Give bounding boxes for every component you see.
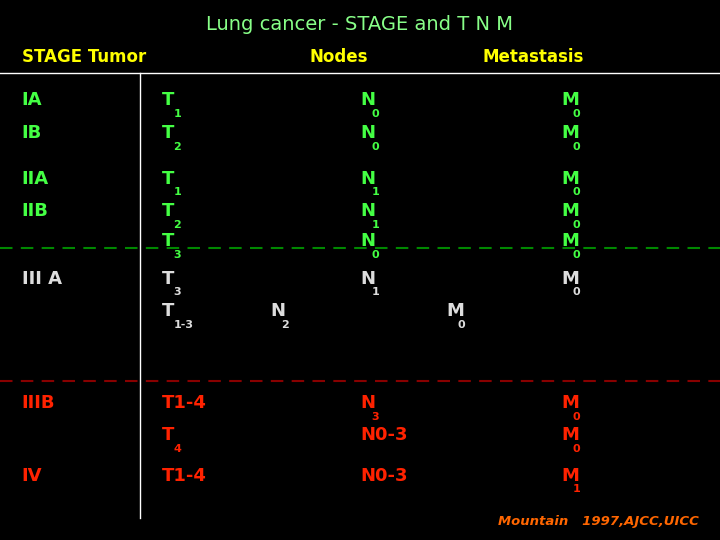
Text: Metastasis: Metastasis — [482, 48, 583, 66]
Text: N: N — [360, 202, 375, 220]
Text: 0: 0 — [573, 249, 580, 260]
Text: 0: 0 — [573, 109, 580, 119]
Text: T: T — [162, 202, 174, 220]
Text: N: N — [270, 302, 285, 320]
Text: 0: 0 — [372, 141, 379, 152]
Text: 2: 2 — [174, 220, 181, 230]
Text: M: M — [562, 124, 580, 141]
Text: Nodes: Nodes — [309, 48, 368, 66]
Text: N: N — [360, 232, 375, 249]
Text: T1-4: T1-4 — [162, 467, 207, 484]
Text: T: T — [162, 170, 174, 187]
Text: M: M — [562, 394, 580, 411]
Text: IIA: IIA — [22, 170, 49, 187]
Text: 3: 3 — [174, 249, 181, 260]
Text: N: N — [360, 394, 375, 411]
Text: N: N — [360, 124, 375, 141]
Text: T1-4: T1-4 — [162, 394, 207, 411]
Text: M: M — [562, 467, 580, 484]
Text: T: T — [162, 232, 174, 249]
Text: 0: 0 — [573, 187, 580, 198]
Text: N: N — [360, 269, 375, 287]
Text: 3: 3 — [372, 411, 379, 422]
Text: M: M — [562, 91, 580, 109]
Text: 0: 0 — [458, 320, 466, 330]
Text: M: M — [446, 302, 464, 320]
Text: M: M — [562, 269, 580, 287]
Text: T: T — [162, 124, 174, 141]
Text: 3: 3 — [174, 287, 181, 298]
Text: 0: 0 — [573, 444, 580, 454]
Text: 1: 1 — [174, 187, 181, 198]
Text: Lung cancer - STAGE and T N M: Lung cancer - STAGE and T N M — [207, 15, 513, 34]
Text: IB: IB — [22, 124, 42, 141]
Text: M: M — [562, 202, 580, 220]
Text: 0: 0 — [573, 411, 580, 422]
Text: 0: 0 — [573, 141, 580, 152]
Text: IIB: IIB — [22, 202, 48, 220]
Text: IA: IA — [22, 91, 42, 109]
Text: 2: 2 — [282, 320, 289, 330]
Text: 0: 0 — [372, 109, 379, 119]
Text: 1-3: 1-3 — [174, 320, 193, 330]
Text: T: T — [162, 91, 174, 109]
Text: STAGE Tumor: STAGE Tumor — [22, 48, 146, 66]
Text: T: T — [162, 426, 174, 444]
Text: N: N — [360, 91, 375, 109]
Text: M: M — [562, 232, 580, 249]
Text: M: M — [562, 426, 580, 444]
Text: III A: III A — [22, 269, 62, 287]
Text: 0: 0 — [573, 287, 580, 298]
Text: 1: 1 — [573, 484, 580, 495]
Text: T: T — [162, 302, 174, 320]
Text: 1: 1 — [174, 109, 181, 119]
Text: 0: 0 — [573, 220, 580, 230]
Text: 1: 1 — [372, 220, 379, 230]
Text: T: T — [162, 269, 174, 287]
Text: 2: 2 — [174, 141, 181, 152]
Text: 0: 0 — [372, 249, 379, 260]
Text: 1: 1 — [372, 187, 379, 198]
Text: N0-3: N0-3 — [360, 467, 408, 484]
Text: 4: 4 — [174, 444, 181, 454]
Text: N0-3: N0-3 — [360, 426, 408, 444]
Text: 1: 1 — [372, 287, 379, 298]
Text: M: M — [562, 170, 580, 187]
Text: IV: IV — [22, 467, 42, 484]
Text: IIIB: IIIB — [22, 394, 55, 411]
Text: Mountain   1997,AJCC,UICC: Mountain 1997,AJCC,UICC — [498, 515, 698, 528]
Text: N: N — [360, 170, 375, 187]
